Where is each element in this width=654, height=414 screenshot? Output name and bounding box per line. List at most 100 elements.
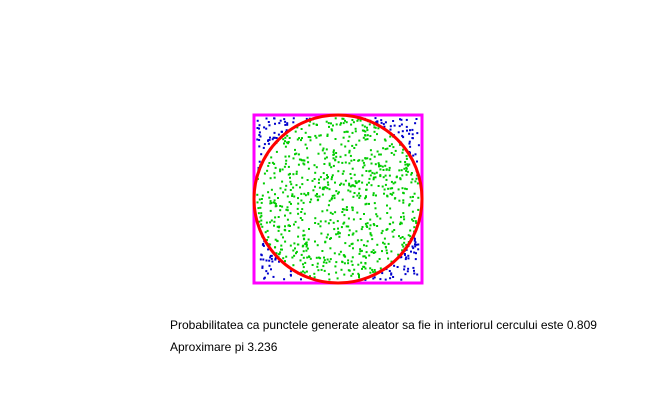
point-inside (399, 143, 402, 146)
point-outside (393, 264, 396, 267)
point-inside (354, 180, 357, 183)
point-inside (262, 182, 265, 185)
point-inside (368, 123, 371, 126)
point-outside (267, 248, 270, 251)
point-inside (403, 237, 406, 240)
point-inside (405, 166, 408, 169)
point-inside (383, 188, 386, 191)
point-inside (314, 222, 317, 224)
point-inside (317, 222, 320, 225)
point-outside (410, 250, 412, 253)
point-inside (302, 237, 305, 240)
point-inside (341, 211, 344, 213)
point-inside (284, 140, 286, 143)
point-inside (372, 249, 375, 252)
point-outside (389, 277, 392, 280)
point-inside (286, 218, 289, 221)
point-inside (334, 159, 337, 162)
point-inside (412, 219, 415, 222)
point-inside (304, 261, 307, 264)
point-inside (362, 136, 365, 139)
point-outside (260, 254, 263, 257)
point-inside (368, 254, 371, 257)
point-inside (321, 210, 324, 213)
point-inside (369, 271, 372, 274)
point-inside (379, 267, 382, 270)
point-inside (374, 251, 377, 254)
point-inside (386, 212, 389, 214)
point-inside (299, 186, 301, 189)
point-inside (346, 130, 349, 133)
point-inside (269, 221, 272, 224)
point-inside (351, 209, 354, 212)
point-inside (303, 212, 306, 215)
point-outside (390, 273, 393, 276)
point-outside (256, 127, 259, 129)
point-inside (301, 183, 304, 186)
point-inside (341, 161, 344, 164)
point-inside (364, 267, 367, 270)
point-inside (397, 188, 400, 191)
point-inside (342, 183, 345, 186)
point-inside (302, 201, 305, 204)
point-inside (260, 219, 263, 222)
point-inside (279, 168, 282, 171)
point-inside (356, 239, 359, 242)
point-inside (324, 186, 327, 189)
point-inside (332, 151, 335, 154)
point-inside (411, 199, 414, 202)
point-inside (405, 157, 408, 160)
point-inside (270, 219, 273, 222)
point-inside (348, 244, 351, 247)
point-inside (379, 168, 382, 171)
point-inside (347, 189, 350, 192)
point-inside (295, 184, 298, 187)
point-inside (277, 216, 280, 218)
point-inside (299, 217, 302, 219)
point-inside (328, 162, 331, 165)
point-inside (309, 257, 312, 260)
point-inside (287, 165, 290, 168)
point-inside (321, 193, 324, 196)
point-inside (326, 233, 329, 236)
point-inside (401, 174, 404, 177)
point-outside (388, 270, 391, 272)
point-inside (382, 241, 384, 244)
point-outside (261, 243, 264, 246)
point-inside (355, 181, 358, 184)
point-inside (342, 136, 345, 139)
point-outside (274, 258, 277, 261)
point-inside (358, 252, 361, 255)
point-inside (313, 178, 316, 180)
point-inside (340, 226, 343, 229)
point-outside (408, 132, 411, 135)
point-outside (278, 122, 281, 125)
point-inside (356, 211, 359, 214)
point-inside (284, 229, 287, 232)
point-inside (363, 125, 366, 128)
point-outside (404, 258, 407, 261)
point-inside (327, 273, 330, 276)
point-inside (305, 242, 308, 245)
point-inside (375, 171, 378, 174)
point-inside (272, 201, 275, 204)
point-inside (378, 163, 381, 166)
point-inside (344, 145, 347, 148)
point-inside (342, 122, 345, 125)
point-inside (379, 217, 382, 220)
point-inside (407, 164, 409, 167)
point-inside (316, 195, 319, 198)
point-inside (326, 209, 329, 212)
point-outside (292, 121, 295, 124)
point-inside (259, 216, 262, 219)
point-inside (317, 256, 320, 259)
point-inside (297, 226, 300, 229)
point-inside (328, 125, 330, 128)
point-inside (409, 229, 412, 232)
point-outside (271, 260, 274, 263)
point-outside (412, 247, 415, 250)
point-inside (390, 260, 393, 263)
point-inside (279, 187, 282, 190)
point-inside (393, 197, 396, 200)
point-inside (333, 228, 336, 231)
